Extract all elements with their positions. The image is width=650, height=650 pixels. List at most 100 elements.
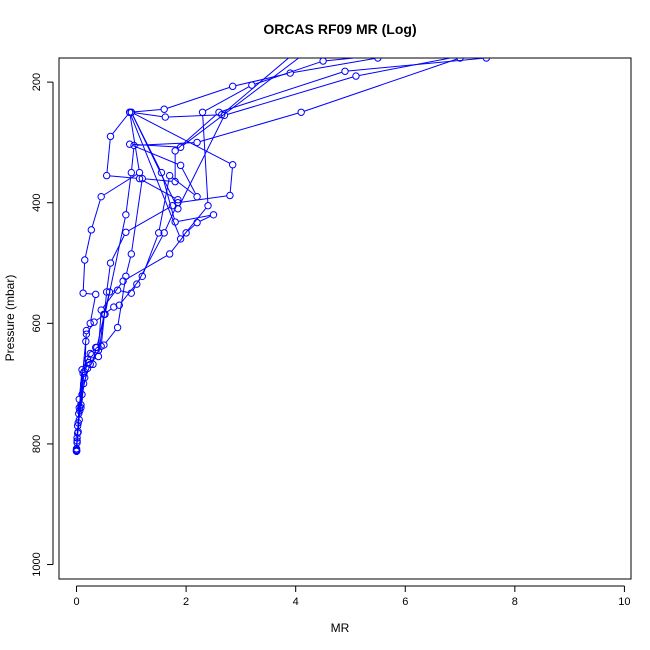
series-segment — [221, 71, 343, 112]
data-point — [86, 319, 94, 328]
data-point — [319, 58, 327, 65]
data-point — [72, 446, 81, 454]
series-segment — [103, 173, 138, 196]
data-point — [204, 202, 212, 210]
data-point — [161, 113, 169, 121]
data-point — [94, 352, 103, 361]
data-point — [456, 58, 464, 62]
data-point — [81, 256, 89, 264]
series-segment — [87, 324, 93, 332]
data-point — [228, 161, 237, 169]
series-segment — [111, 234, 125, 261]
data-point — [122, 211, 130, 219]
data-point — [413, 49, 419, 55]
series-segment — [326, 58, 360, 62]
data-point — [248, 81, 256, 89]
series-segment — [161, 175, 175, 220]
data-point — [193, 218, 201, 227]
series-segment — [106, 139, 111, 173]
series-segment — [90, 297, 96, 321]
series-segment — [91, 199, 101, 227]
series-segment — [84, 232, 92, 257]
series-segment — [131, 148, 135, 170]
series-segment — [117, 279, 126, 325]
series-segment — [106, 266, 111, 289]
series-segment — [98, 313, 102, 348]
series-segment — [85, 365, 88, 369]
data-point — [127, 168, 136, 177]
data-point — [303, 49, 309, 55]
data-point — [133, 280, 141, 288]
data-point — [94, 346, 103, 355]
series-segment — [254, 61, 321, 85]
series-segment — [180, 195, 227, 203]
series-segment — [202, 115, 209, 203]
x-tick-label: 2 — [183, 596, 189, 608]
series-segment — [83, 356, 90, 368]
series-segment — [134, 112, 163, 118]
data-point — [160, 229, 168, 237]
data-point — [176, 161, 185, 170]
data-point — [171, 147, 179, 155]
series-segment — [86, 292, 93, 295]
series-segment — [79, 337, 87, 405]
data-point — [138, 174, 146, 183]
data-point — [174, 196, 182, 204]
series-7 — [72, 58, 464, 454]
data-point — [135, 168, 144, 177]
series-segment — [167, 86, 230, 109]
series-segment — [133, 113, 231, 164]
series-segment — [145, 178, 173, 182]
series-layer — [72, 49, 491, 455]
series-segment — [80, 380, 85, 405]
y-axis: 200 400 600 800 1000 — [31, 73, 54, 577]
series-segment — [84, 344, 87, 375]
x-axis: 0 2 4 6 8 10 — [73, 585, 631, 608]
data-point — [292, 49, 298, 55]
data-point — [115, 301, 123, 309]
data-point — [171, 177, 179, 186]
data-point — [352, 72, 360, 80]
series-segment — [96, 315, 103, 321]
data-point — [127, 250, 136, 258]
series-segment — [171, 235, 185, 252]
data-point — [193, 192, 201, 201]
x-tick-label: 6 — [402, 596, 408, 608]
data-point — [79, 289, 87, 297]
series-segment — [101, 295, 107, 344]
series-segment — [171, 177, 195, 196]
data-point — [479, 49, 485, 55]
data-point — [176, 235, 185, 243]
series-segment — [132, 144, 178, 165]
series-segment — [142, 179, 176, 199]
data-point — [297, 108, 305, 116]
series-segment — [76, 410, 80, 447]
series-5 — [72, 49, 298, 455]
y-axis-label: Pressure (mbar) — [3, 275, 17, 362]
series-segment — [102, 283, 122, 308]
series-segment — [227, 76, 354, 115]
data-point — [125, 140, 134, 148]
series-segment — [105, 217, 126, 312]
x-tick-label: 10 — [618, 596, 630, 608]
series-segment — [168, 114, 219, 118]
series-segment — [182, 58, 300, 146]
data-point — [119, 277, 127, 285]
data-point — [218, 110, 226, 119]
series-segment — [126, 256, 132, 274]
y-tick-label: 200 — [31, 73, 43, 91]
series-6 — [72, 49, 419, 455]
series-segment — [120, 290, 129, 293]
series-segment — [132, 286, 136, 291]
y-tick-label: 400 — [31, 194, 43, 212]
data-point — [374, 58, 382, 62]
data-point — [81, 373, 89, 382]
data-point — [86, 349, 94, 358]
data-point — [165, 250, 174, 258]
y-tick-label: 600 — [31, 314, 43, 332]
series-segment — [125, 255, 168, 280]
data-point — [482, 58, 491, 62]
series-segment — [132, 109, 162, 113]
series-segment — [130, 115, 180, 237]
data-point — [155, 229, 163, 237]
